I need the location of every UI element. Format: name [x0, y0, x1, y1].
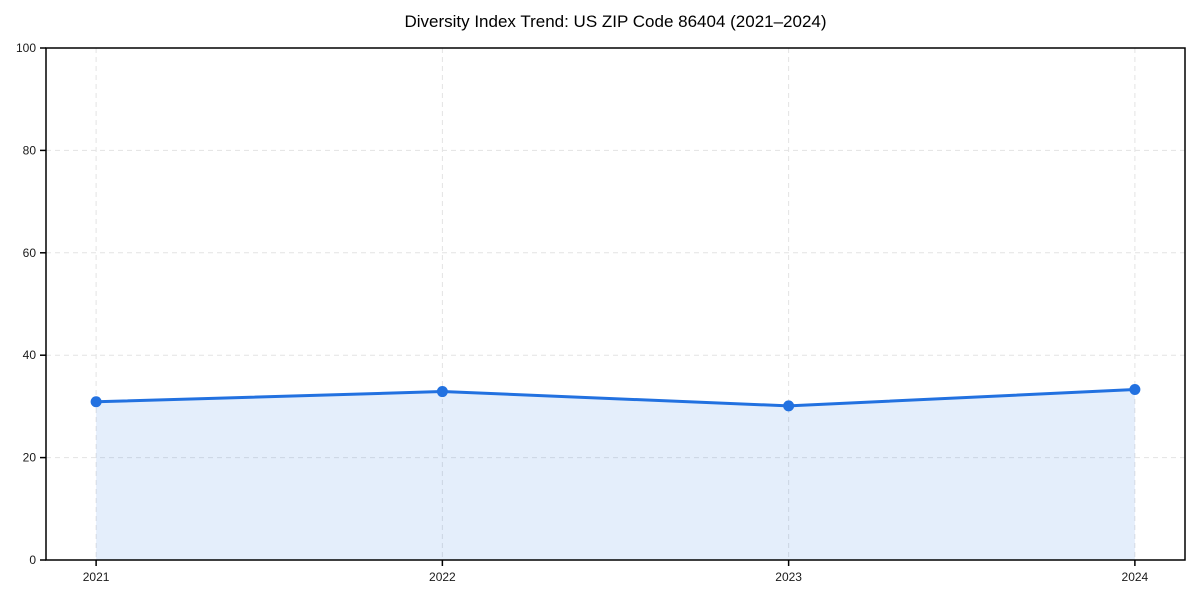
y-tick-label: 0 — [29, 553, 36, 567]
trend-line — [94, 388, 1137, 408]
y-tick-label: 60 — [23, 246, 37, 260]
y-tick-label: 40 — [23, 348, 37, 362]
x-tick-label: 2022 — [429, 570, 456, 584]
data-point-2022 — [436, 386, 448, 398]
y-tick-label: 20 — [23, 451, 37, 465]
plot-frame — [45, 47, 1186, 561]
data-point-2024 — [1129, 384, 1141, 396]
area-fill — [96, 389, 1135, 560]
data-point-2021 — [90, 396, 102, 408]
y-tick-label: 100 — [16, 41, 36, 55]
data-point-2023 — [783, 400, 795, 412]
y-tick-label: 80 — [23, 143, 37, 157]
x-tick-label: 2021 — [83, 570, 110, 584]
x-tick-label: 2024 — [1122, 570, 1149, 584]
x-tick-label: 2023 — [775, 570, 802, 584]
chart-title: Diversity Index Trend: US ZIP Code 86404… — [404, 12, 827, 31]
